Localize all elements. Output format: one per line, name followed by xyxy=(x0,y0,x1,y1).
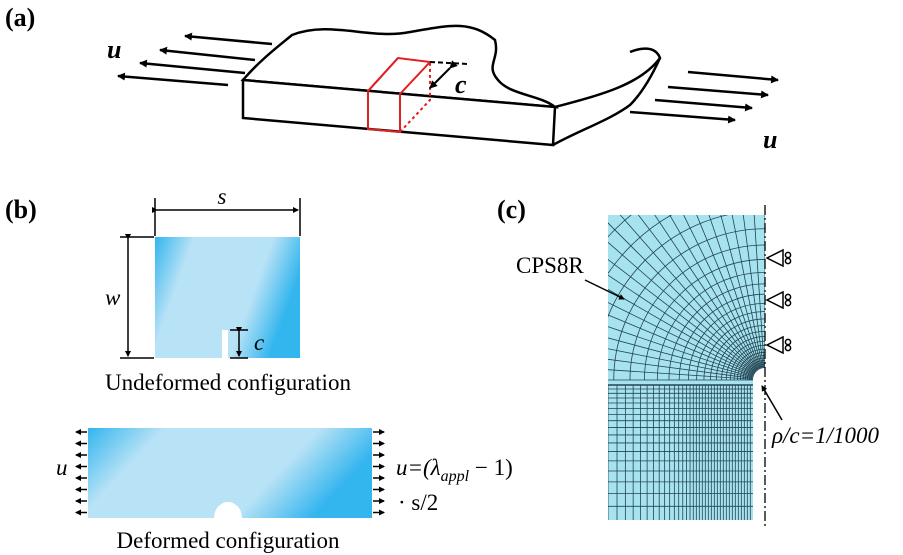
crack-label: c xyxy=(455,70,467,99)
load-arrows-right xyxy=(630,72,778,120)
roller xyxy=(785,300,790,305)
load-expression: u=(λappl − 1) xyxy=(396,455,513,485)
panel-label: (c) xyxy=(497,195,526,224)
figure: (a) c u u (b) s w c Undeformed configura… xyxy=(0,0,903,555)
panel-label: (b) xyxy=(5,195,37,224)
crack-label: c xyxy=(254,330,264,355)
roller-triangle xyxy=(767,337,783,353)
slab xyxy=(243,26,660,145)
roller xyxy=(785,294,790,299)
load-label: u xyxy=(763,125,777,154)
load-label: u xyxy=(107,35,121,64)
notch-ratio: ρ/c=1/1000 xyxy=(771,423,880,448)
roller-triangle xyxy=(767,250,783,266)
supports xyxy=(767,250,791,353)
element-label: CPS8R xyxy=(516,253,584,278)
expr-subscript: appl xyxy=(441,468,470,485)
height-label: w xyxy=(105,285,121,310)
caption: Deformed configuration xyxy=(117,528,340,553)
roller xyxy=(785,252,790,257)
load-label: u xyxy=(56,455,68,480)
roller xyxy=(785,339,790,344)
expr-prefix: u=(λ xyxy=(396,455,441,480)
roller xyxy=(785,345,790,350)
load-expression-line2: · s/2 xyxy=(398,490,438,515)
deformed-specimen xyxy=(88,428,372,518)
notch xyxy=(222,330,228,358)
roller-triangle xyxy=(767,292,783,308)
width-label: s xyxy=(218,184,227,209)
roller xyxy=(785,258,790,263)
caption: Undeformed configuration xyxy=(105,370,351,395)
expr-suffix: − 1) xyxy=(469,455,513,480)
panel-label: (a) xyxy=(5,3,35,32)
